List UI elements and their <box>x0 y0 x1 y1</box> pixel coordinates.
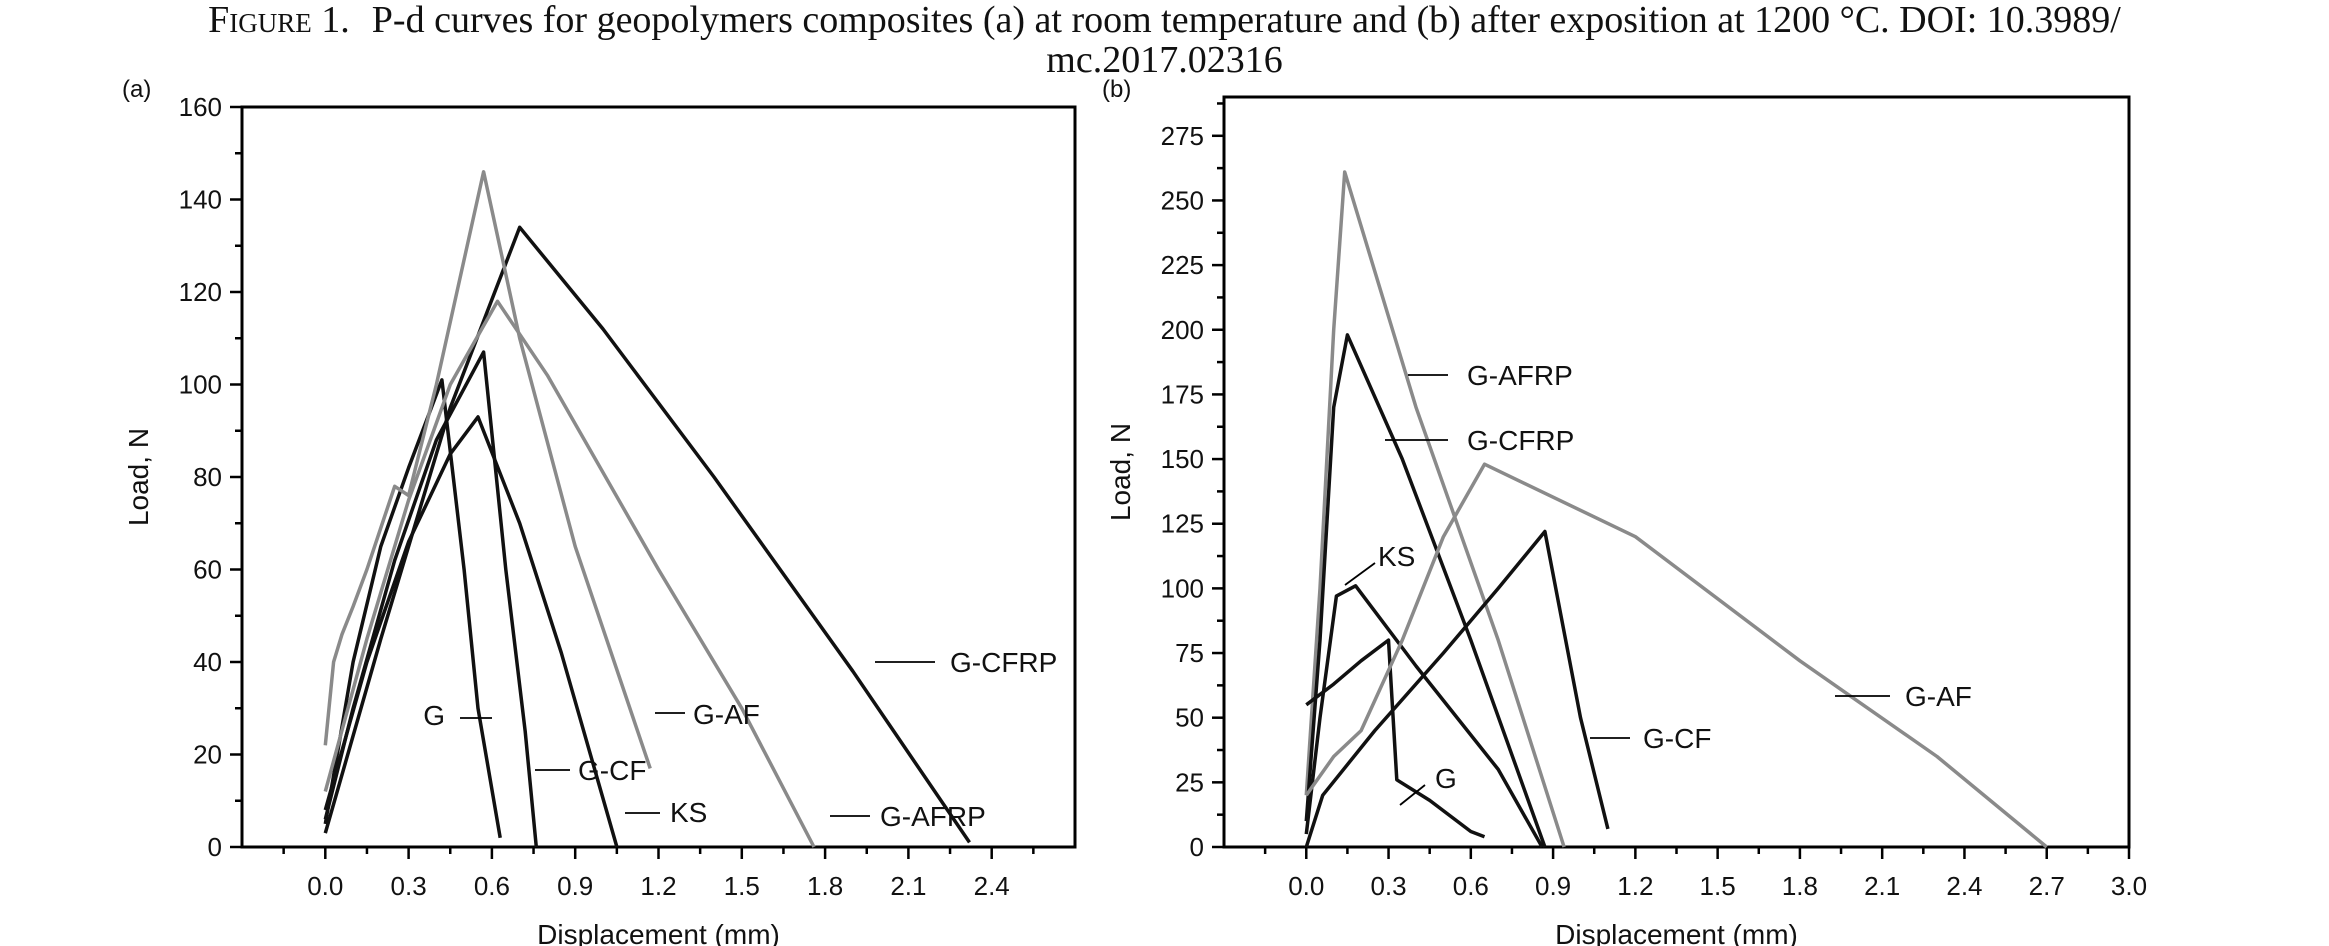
y-tick-label-b: 75 <box>1175 638 1204 668</box>
x-tick-label-b: 1.5 <box>1700 871 1736 901</box>
y-tick-label-a: 0 <box>208 832 222 862</box>
y-tick-label-b: 50 <box>1175 703 1204 733</box>
panel-a-chart: (a) 0.0 0.3 0.6 0.9 1.2 1.5 1.8 2.1 2.4 0 20 40 60 80 1… <box>122 76 1077 946</box>
y-tick-label-b: 275 <box>1161 121 1204 151</box>
series-line-a-ks <box>323 415 619 848</box>
x-tick-label-b: 2.7 <box>2029 871 2065 901</box>
series-line-a-g-af <box>323 170 652 769</box>
x-tick-label-b: 2.1 <box>1864 871 1900 901</box>
series-label-b-g-cf: G-CF <box>1643 723 1711 754</box>
series-label-a-g-cf: G-CF <box>578 755 646 786</box>
y-tick-label-b: 250 <box>1161 185 1204 215</box>
y-tick-label-a: 60 <box>193 555 222 585</box>
caption-figure-label: Figure 1. <box>208 0 350 41</box>
series-label-b-ks: KS <box>1378 541 1415 572</box>
x-tick-label-a: 2.4 <box>974 871 1010 901</box>
y-tick-label-a: 80 <box>193 462 222 492</box>
y-tick-label-a: 40 <box>193 647 222 677</box>
x-tick-label-b: 0.9 <box>1535 871 1571 901</box>
caption-text: P-d curves for geopolymers composites (a… <box>371 0 2121 41</box>
caption-line-2: mc.2017.02316 <box>1046 39 1283 81</box>
x-tick-label-b: 1.2 <box>1617 871 1653 901</box>
series-line-a-g-cfrp <box>323 225 971 844</box>
y-tick-label-b: 25 <box>1175 767 1204 797</box>
x-axis-label-b: Displacement (mm) <box>1555 919 1798 946</box>
y-tick-label-b: 175 <box>1161 379 1204 409</box>
series-line-b-ks <box>1304 584 1544 848</box>
y-tick-label-b: 100 <box>1161 573 1204 603</box>
y-tick-label-b: 0 <box>1190 832 1204 862</box>
panel-label-b: (b) <box>1102 76 1131 103</box>
series-line-b-g-cfrp <box>1304 333 1547 848</box>
y-tick-label-b: 225 <box>1161 250 1204 280</box>
x-tick-label-a: 0.3 <box>391 871 427 901</box>
series-leader-b <box>1399 784 1426 806</box>
y-tick-label-a: 120 <box>179 277 222 307</box>
y-axis-label-a: Load, N <box>123 428 154 526</box>
y-tick-label-b: 150 <box>1161 444 1204 474</box>
series-label-b-g-cfrp: G-CFRP <box>1467 425 1574 456</box>
y-axis-label-b: Load, N <box>1105 423 1136 521</box>
x-axis-label-a: Displacement (mm) <box>537 919 780 946</box>
series-label-b-g-afrp: G-AFRP <box>1467 360 1573 391</box>
series-leader-b <box>1344 562 1376 586</box>
series-line-b-g-af <box>1304 462 2048 849</box>
x-tick-label-b: 0.0 <box>1288 871 1324 901</box>
x-tick-label-b: 3.0 <box>2111 871 2147 901</box>
x-tick-label-b: 2.4 <box>1946 871 1982 901</box>
y-tick-label-a: 20 <box>193 740 222 770</box>
y-tick-label-a: 160 <box>179 92 222 122</box>
x-tick-label-a: 0.0 <box>307 871 343 901</box>
series-label-b-g-af: G-AF <box>1905 681 1972 712</box>
x-tick-label-a: 1.5 <box>724 871 760 901</box>
series-line-b-g-afrp <box>1304 170 1566 848</box>
series-label-a-g: G <box>423 700 445 731</box>
series-label-a-g-cfrp: G-CFRP <box>950 647 1057 678</box>
panel-b-chart: (b) 0.0 0.3 0.6 0.9 1.2 1.5 1.8 2.1 2.4 2.7 3.0 0 25 5… <box>1102 76 2147 946</box>
panel-label-a: (a) <box>122 76 151 103</box>
caption-line-1: Figure 1. P-d curves for geopolymers comp… <box>0 0 2329 40</box>
y-tick-label-a: 140 <box>179 185 222 215</box>
series-line-b-g-cf <box>1304 529 1610 848</box>
series-label-b-g: G <box>1435 763 1457 794</box>
figure-caption: Figure 1. P-d curves for geopolymers comp… <box>0 0 2329 80</box>
x-tick-label-b: 0.3 <box>1370 871 1406 901</box>
x-tick-label-a: 2.1 <box>890 871 926 901</box>
x-tick-label-a: 0.9 <box>557 871 593 901</box>
series-label-a-ks: KS <box>670 797 707 828</box>
x-tick-label-a: 0.6 <box>474 871 510 901</box>
series-label-a-g-afrp: G-AFRP <box>880 801 986 832</box>
series-label-a-g-af: G-AF <box>693 699 760 730</box>
series-line-b-g <box>1305 638 1486 839</box>
y-tick-label-b: 125 <box>1161 509 1204 539</box>
x-tick-label-a: 1.8 <box>807 871 843 901</box>
plot-frame-a <box>240 105 1077 849</box>
x-tick-label-a: 1.2 <box>640 871 676 901</box>
x-tick-label-b: 1.8 <box>1782 871 1818 901</box>
y-tick-label-a: 100 <box>179 370 222 400</box>
series-line-a-g-afrp <box>323 299 816 848</box>
x-tick-label-b: 0.6 <box>1453 871 1489 901</box>
y-tick-label-b: 200 <box>1161 315 1204 345</box>
